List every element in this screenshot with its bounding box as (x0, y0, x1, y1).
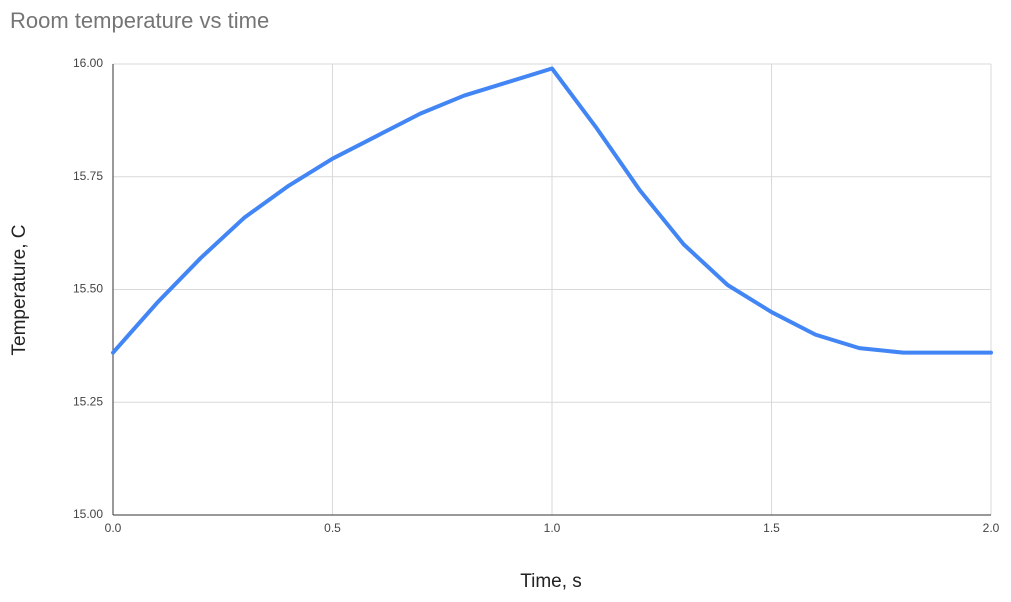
line-series (111, 66, 993, 355)
chart-title: Room temperature vs time (10, 8, 269, 33)
y-axis-label: Temperature, C (9, 225, 30, 356)
x-tick-label: 0.0 (105, 521, 122, 535)
y-tick-label: 15.25 (73, 394, 103, 408)
y-tick-label: 15.75 (73, 169, 103, 183)
x-tick-label: 1.5 (763, 521, 780, 535)
y-tick-label: 15.00 (73, 507, 103, 521)
x-tick-label: 0.5 (324, 521, 341, 535)
x-tick-label: 1.0 (544, 521, 561, 535)
y-tick-label: 16.00 (73, 56, 103, 70)
x-tick-label: 2.0 (983, 521, 1000, 535)
y-tick-label: 15.50 (73, 282, 103, 296)
x-axis-label: Time, s (520, 571, 582, 592)
